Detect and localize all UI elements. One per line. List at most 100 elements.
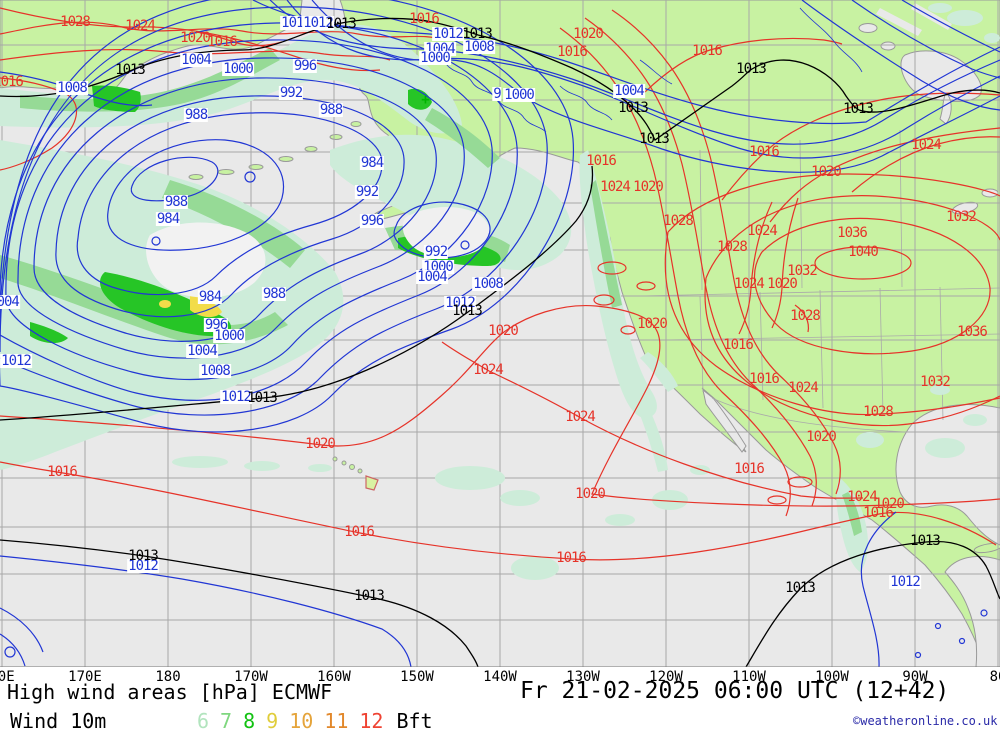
- legend-bft-7: 7: [220, 709, 233, 733]
- isobar-label: 984: [197, 289, 222, 305]
- gulf-of-mexico: [895, 404, 1000, 546]
- isobar-label: 1013: [354, 588, 385, 604]
- isobar-label: 1000: [419, 50, 451, 66]
- isobar-label: 1016: [863, 505, 894, 521]
- isobar-label: 1016: [556, 550, 587, 566]
- isobar-label: 9: [492, 86, 502, 102]
- island-aleutian-9: [329, 134, 343, 140]
- isobar-label: 1020: [305, 436, 336, 452]
- isobar-label: 1028: [717, 239, 748, 255]
- isobar-label: 1016: [586, 153, 617, 169]
- legend-bft-6: 6: [197, 709, 210, 733]
- legend-bft-8: 8: [243, 709, 256, 733]
- isobar-label: 1008: [56, 80, 88, 96]
- isobar-label: 984: [359, 155, 384, 171]
- isobar-label: 1013: [785, 580, 816, 596]
- axis-tick-label: 130W: [566, 669, 600, 685]
- island-aleutian-4: [188, 174, 204, 180]
- isobar-label: 988: [183, 107, 208, 123]
- isobar-label: 1016: [47, 464, 78, 480]
- isobar-label: 1016: [207, 34, 238, 50]
- axis-tick-label: 150W: [400, 669, 434, 685]
- isobar-label: 1024: [565, 409, 596, 425]
- isobar-label: 1013: [843, 101, 874, 117]
- isobar-label: 1016: [692, 43, 723, 59]
- isobar-label: 1020: [806, 429, 837, 445]
- isobar-label: 1024: [473, 362, 504, 378]
- isobar-label: 1004: [180, 52, 212, 68]
- isobar-label: 1028: [60, 14, 91, 30]
- isobar-label: 1012: [127, 558, 159, 574]
- isobar-label: 992: [278, 85, 303, 101]
- axis-tick-label: 180: [155, 669, 181, 685]
- great-slave-lake: [880, 41, 896, 51]
- isobar-label: 1020: [767, 276, 798, 292]
- isobar-label: 1024: [847, 489, 878, 505]
- isobar-label: 1004: [613, 83, 645, 99]
- isobars-red: [0, 7, 1000, 561]
- legend-bft-11: 11: [324, 709, 349, 733]
- bering-channel: [876, 8, 922, 36]
- isobar-label: 1000: [222, 61, 254, 77]
- isobar-label: 996: [359, 213, 384, 229]
- isobar-label: 1013: [618, 100, 649, 116]
- axis-tick-label: 110W: [732, 669, 766, 685]
- isobar-label: 1013: [910, 533, 941, 549]
- isobar-label: 1016: [723, 337, 754, 353]
- axis-tick-label: 170W: [234, 669, 268, 685]
- island-aleutian-6: [248, 164, 264, 170]
- isobar-label: 1028: [663, 213, 694, 229]
- axis-tick-label: 80: [989, 669, 1000, 685]
- isobar-label: 1000: [503, 87, 535, 103]
- axis-tick-label: 170E: [68, 669, 102, 685]
- hawaii-islands: [332, 456, 379, 491]
- isobar-label: 992: [354, 184, 379, 200]
- james-bay: [939, 94, 952, 125]
- isobar-label: 1016: [749, 371, 780, 387]
- isobar-label: 1020: [575, 486, 606, 502]
- gulf-of-california: [702, 388, 747, 453]
- isobar-label: 992: [423, 244, 448, 260]
- copyright: ©weatheronline.co.uk: [853, 714, 998, 728]
- isobar-label: 1024: [911, 137, 942, 153]
- isobar-label: 1013: [736, 61, 767, 77]
- isobar-label: 1012: [0, 353, 32, 369]
- water-overlays: [702, 3, 1000, 668]
- land-siberia: [0, 0, 303, 97]
- isobar-label: 1013: [462, 26, 493, 42]
- low1-eye: [146, 222, 266, 298]
- isobar-label: 1028: [790, 308, 821, 324]
- isobar-label: 1012: [889, 574, 921, 590]
- isobar-label: 988: [261, 286, 286, 302]
- isobar-label: 1016: [344, 524, 375, 540]
- legend-bft-12: 12: [359, 709, 384, 733]
- run-date: Fr 21-02-2025 06:00 UTC (12+42): [520, 678, 950, 704]
- isobar-label: 1004: [186, 343, 218, 359]
- isobar-label: 1024: [734, 276, 765, 292]
- isobar-label: 1020: [573, 26, 604, 42]
- isobar-label: 1000: [213, 328, 245, 344]
- legend-bft-9: 9: [266, 709, 279, 733]
- island-aleutian-5: [217, 169, 235, 175]
- isobar-label: 1008: [472, 276, 504, 292]
- isobar-label: 1013: [128, 548, 159, 564]
- island-cuba: [973, 542, 1000, 554]
- isobar-label: 988: [163, 194, 188, 210]
- isobar-label: 1013: [326, 16, 357, 32]
- isobar-label: 1020: [488, 323, 519, 339]
- isobar-label: 988: [318, 102, 343, 118]
- wind-max-marker: +: [421, 92, 430, 108]
- isobar-label: 1024: [125, 18, 156, 34]
- axis-tick-label: 100W: [815, 669, 849, 685]
- footer-bar: High wind areas [hPa] ECMWF Fr 21-02-202…: [0, 667, 1000, 733]
- isobar-label: 1036: [837, 225, 868, 241]
- beaufort-legend: 6 7 8 9 10 11 12 Bft: [197, 709, 433, 733]
- isobar-label: 1004: [0, 295, 20, 309]
- isobar-label: 1020: [874, 496, 905, 512]
- isobar-label: 1012: [432, 26, 464, 42]
- isobar-label: 996: [292, 58, 317, 74]
- axis-tick-label: 120W: [649, 669, 683, 685]
- map-title: High wind areas [hPa] ECMWF: [7, 680, 333, 704]
- isobar-label: 996: [203, 317, 228, 333]
